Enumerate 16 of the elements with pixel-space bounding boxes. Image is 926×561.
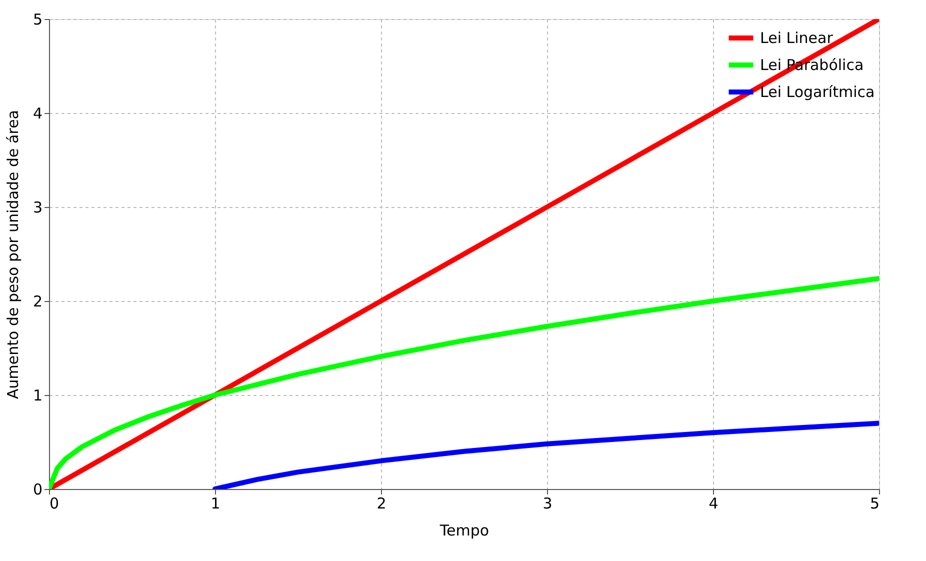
legend-label: Lei Logarítmica <box>760 83 875 101</box>
x-tick-label: 0 <box>50 494 60 512</box>
y-tick-label: 5 <box>32 10 42 28</box>
x-tick-label: 3 <box>542 494 552 512</box>
x-tick-label: 5 <box>870 494 880 512</box>
x-axis-title: Tempo <box>438 522 490 540</box>
y-tick-label: 4 <box>32 104 42 122</box>
x-tick-label: 1 <box>210 494 220 512</box>
y-tick-label: 3 <box>32 198 42 216</box>
x-tick-label: 2 <box>376 494 386 512</box>
y-tick-label: 1 <box>32 386 42 404</box>
y-axis-title: Aumento de peso por unidade de área <box>4 110 22 399</box>
legend-label: Lei Linear <box>760 29 834 47</box>
y-tick-label: 2 <box>32 292 42 310</box>
y-tick-label: 0 <box>32 480 42 498</box>
x-tick-label: 4 <box>708 494 718 512</box>
